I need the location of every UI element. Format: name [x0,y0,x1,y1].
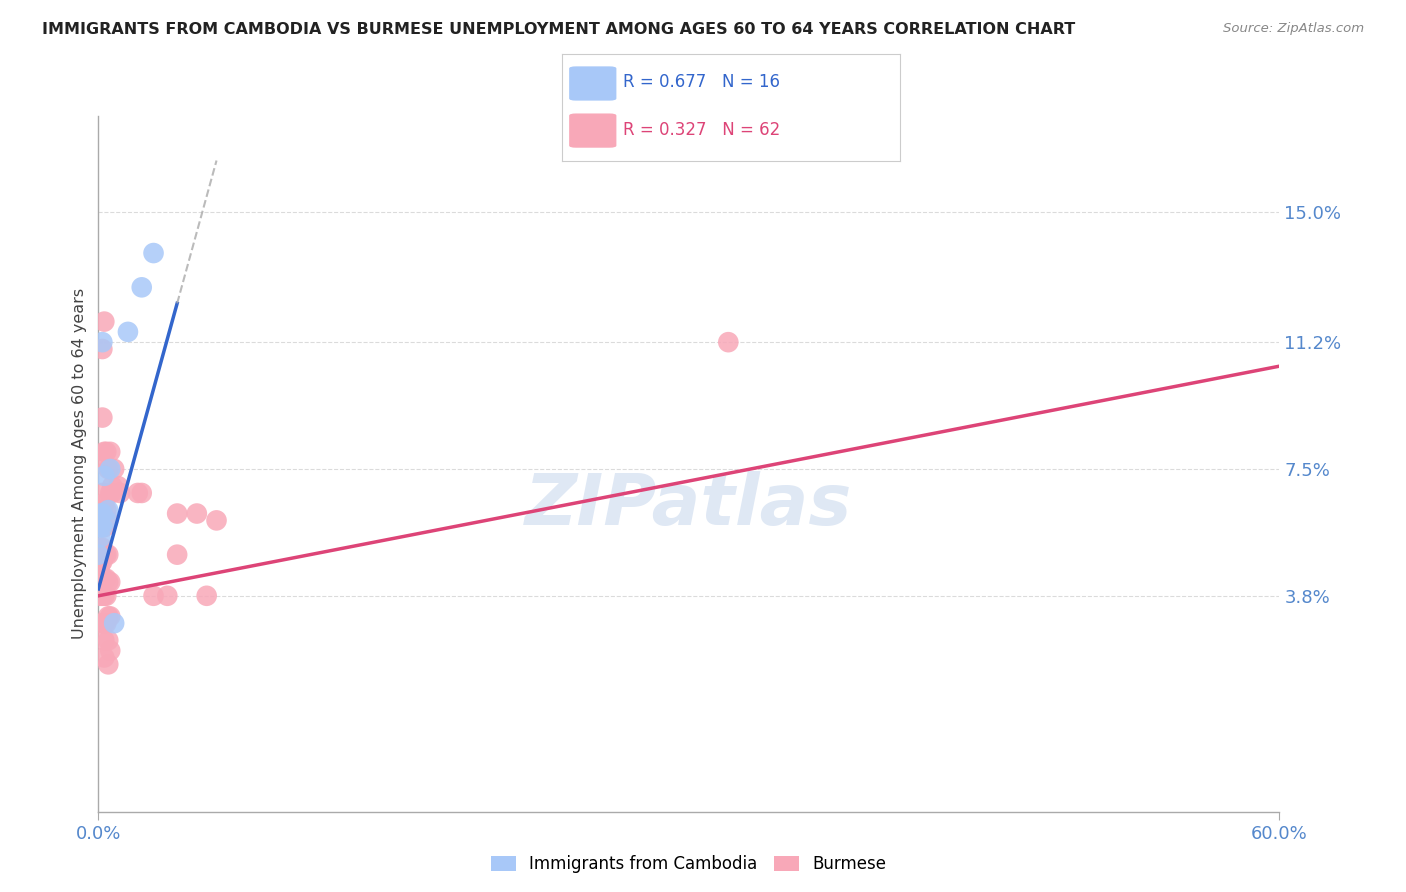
Point [93,589,115,603]
Point [89,558,111,572]
Text: ZIPatlas: ZIPatlas [526,471,852,540]
Point [87,513,110,527]
Point [98,643,121,657]
Point [93,616,115,631]
Y-axis label: Unemployment Among Ages 60 to 64 years: Unemployment Among Ages 60 to 64 years [72,288,87,640]
Point [717,335,740,350]
Point [96,445,118,459]
Point [98,486,121,500]
Point [91,342,114,356]
Point [93,548,115,562]
FancyBboxPatch shape [569,113,616,148]
Point [89,541,111,555]
Point [101,479,124,493]
Point [93,496,115,510]
Point [166,507,188,521]
Point [186,507,208,521]
Point [127,486,149,500]
Point [98,575,121,590]
Point [205,513,228,527]
Point [87,548,110,562]
Point [108,486,131,500]
Point [96,548,118,562]
Point [131,280,153,294]
Point [195,589,218,603]
Point [91,616,114,631]
Legend: Immigrants from Cambodia, Burmese: Immigrants from Cambodia, Burmese [485,848,893,880]
Point [89,507,111,521]
Point [87,548,110,562]
Point [93,633,115,648]
Point [131,486,153,500]
Point [93,572,115,586]
Point [103,462,125,476]
Point [103,616,125,631]
Point [107,479,129,493]
Point [117,325,139,339]
Point [89,531,111,545]
Point [97,503,120,517]
Point [97,513,120,527]
Text: R = 0.677   N = 16: R = 0.677 N = 16 [623,73,780,91]
Point [91,486,114,500]
Point [91,507,114,521]
Point [96,513,118,527]
Point [97,462,120,476]
FancyBboxPatch shape [569,66,616,101]
Point [91,541,114,555]
Point [91,335,114,350]
Text: Source: ZipAtlas.com: Source: ZipAtlas.com [1223,22,1364,36]
Point [93,650,115,665]
Point [89,589,111,603]
Point [96,616,118,631]
Point [96,589,118,603]
Point [91,555,114,569]
Point [97,657,120,672]
Point [91,520,114,534]
Point [89,520,111,534]
Point [91,572,114,586]
Point [97,633,120,648]
Point [97,609,120,624]
Point [97,548,120,562]
Point [93,468,115,483]
Text: R = 0.327   N = 62: R = 0.327 N = 62 [623,120,780,138]
Text: IMMIGRANTS FROM CAMBODIA VS BURMESE UNEMPLOYMENT AMONG AGES 60 TO 64 YEARS CORRE: IMMIGRANTS FROM CAMBODIA VS BURMESE UNEM… [42,22,1076,37]
Point [93,520,115,534]
Point [91,589,114,603]
Point [96,503,118,517]
Point [142,246,165,260]
Point [91,451,114,466]
Point [98,445,121,459]
Point [91,410,114,425]
Point [101,486,124,500]
Point [91,503,114,517]
Point [87,555,110,569]
Point [98,462,121,476]
Point [93,445,115,459]
Point [91,520,114,534]
Point [142,589,165,603]
Point [93,315,115,329]
Point [97,575,120,590]
Point [87,575,110,590]
Point [166,548,188,562]
Point [98,609,121,624]
Point [89,572,111,586]
Point [156,589,179,603]
Point [96,572,118,586]
